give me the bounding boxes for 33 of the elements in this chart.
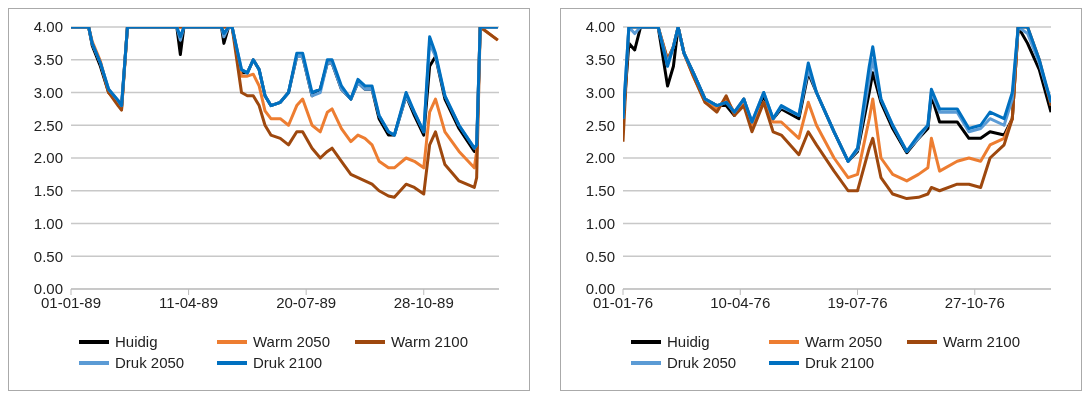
x-tick-label: 10-04-76 [710, 293, 771, 311]
legend-label: Druk 2050 [667, 354, 737, 371]
y-tick-label: 1.00 [585, 214, 615, 232]
y-tick-label: 2.50 [585, 116, 615, 134]
y-tick-label: 2.00 [585, 149, 615, 167]
y-tick-label: 4.00 [33, 18, 63, 36]
legend-label: Warm 2050 [253, 333, 330, 350]
legend-label: Warm 2050 [805, 333, 882, 350]
legend-label: Druk 2100 [805, 354, 875, 371]
y-tick-label: 0.50 [585, 247, 615, 265]
y-tick-label: 3.00 [33, 83, 63, 101]
legend-label: Huidig [667, 333, 710, 350]
y-tick-label: 4.00 [585, 18, 615, 36]
legend-label: Druk 2050 [115, 354, 185, 371]
legend-label: Warm 2100 [943, 333, 1020, 350]
y-tick-label: 2.50 [33, 116, 63, 134]
x-tick-label: 20-07-89 [276, 293, 337, 311]
y-tick-label: 1.50 [33, 182, 63, 200]
legend-label: Warm 2100 [391, 333, 468, 350]
x-tick-label: 19-07-76 [827, 293, 888, 311]
y-tick-label: 3.50 [585, 51, 615, 69]
y-tick-label: 0.50 [33, 247, 63, 265]
legend-label: Druk 2100 [253, 354, 323, 371]
y-tick-label: 3.00 [585, 83, 615, 101]
legend-label: Huidig [115, 333, 158, 350]
x-tick-label: 11-04-89 [159, 293, 219, 311]
x-tick-label: 27-10-76 [944, 293, 1005, 311]
y-tick-label: 3.50 [33, 51, 63, 69]
y-tick-label: 1.50 [585, 182, 615, 200]
y-tick-label: 1.00 [33, 214, 63, 232]
y-tick-label: 2.00 [33, 149, 63, 167]
line-series [623, 27, 1051, 163]
x-tick-label: 28-10-89 [393, 293, 454, 311]
